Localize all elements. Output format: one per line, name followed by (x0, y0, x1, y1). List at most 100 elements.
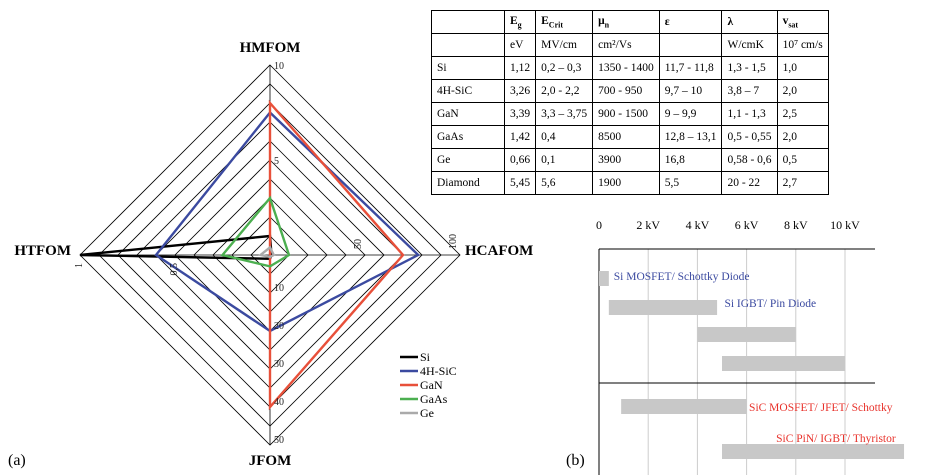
table-cell: 1,3 - 1,5 (721, 56, 778, 80)
tick-label-hcafom: 50 (353, 239, 364, 249)
series-ge-polygon (257, 245, 276, 259)
table-cell: 0,2 – 0,3 (535, 56, 594, 80)
table-cell: 0,1 (535, 148, 594, 172)
table-cell: 3,39 (503, 102, 537, 126)
radar-chart: 5 10 50 100 10 20 30 40 50 0,5 1 HMFOM HCAFOM JFOM… (14, 40, 533, 469)
table-units-corner (431, 33, 505, 57)
radar-series (79, 99, 421, 411)
x-tick-label: 10 kV (830, 218, 860, 232)
table-column-header: μn (592, 10, 660, 34)
table-cell: 900 - 1500 (592, 102, 660, 126)
voltage-bar-label: Si MOSFET/ Schottky Diode (614, 271, 750, 283)
table-unit-cell: 10⁷ cm/s (776, 33, 829, 57)
legend-label-4h-sic: 4H-SiC (420, 364, 457, 378)
legend-label-gaas: GaAs (420, 392, 448, 406)
axis-title-hmfom: HMFOM (240, 40, 301, 56)
table-corner-cell (431, 10, 505, 34)
table-cell: 3,8 – 7 (721, 79, 778, 103)
table-cell: 1,0 (776, 56, 829, 80)
table-row: Ge 0,66 0,1 3900 16,8 0,58 - 0,6 0,5 (431, 148, 829, 172)
tick-label-htfom: 1 (74, 263, 85, 268)
table-cell: 0,5 - 0,55 (721, 125, 778, 149)
table-unit-cell: W/cmK (721, 33, 778, 57)
table-row: 4H-SiC 3,26 2,0 - 2,2 700 - 950 9,7 – 10 3,8 … (431, 79, 829, 103)
tick-label-jfom: 20 (274, 321, 284, 332)
tick-label-jfom: 10 (274, 283, 284, 294)
material-properties-table: Eg ECrit μn ε λ vsat eV MV/cm cm²/Vs W/cmK 10⁷ cm… (431, 10, 829, 195)
table-unit-cell (658, 33, 723, 57)
table-unit-cell: cm²/Vs (592, 33, 660, 57)
tick-label-hmfom: 10 (274, 61, 284, 72)
voltage-bar-label: SiC PiN/ IGBT/ Thyristor (776, 433, 896, 445)
table-cell: 3,26 (503, 79, 537, 103)
table-cell: 3900 (592, 148, 660, 172)
table-unit-cell: MV/cm (535, 33, 594, 57)
table-row-label: Ge (431, 148, 505, 172)
table-column-header: ε (658, 10, 723, 34)
table-column-header: vsat (776, 10, 829, 34)
table-cell: 0,58 - 0,6 (721, 148, 778, 172)
table-cell: 1,42 (503, 125, 537, 149)
voltage-bar (608, 300, 718, 315)
axis-title-jfom: JFOM (249, 453, 292, 469)
table-column-header: Eg (503, 10, 537, 34)
axis-title-hcafom: HCAFOM (465, 243, 533, 259)
voltage-bar (722, 444, 905, 459)
table-cell: 5,6 (535, 171, 594, 195)
x-tick-label: 6 kV (735, 218, 759, 232)
table-cell: 2,5 (776, 102, 829, 126)
voltage-bar (599, 271, 609, 286)
table-cell: 11,7 - 11,8 (658, 56, 723, 80)
table-row-label: Si (431, 56, 505, 80)
x-tick-label: 8 kV (784, 218, 808, 232)
voltage-bar-label: Si IGBT/ Pin Diode (724, 298, 816, 310)
table-row: Diamond 5,45 5,6 1900 5,5 20 - 22 2,7 (431, 171, 829, 195)
table-cell: 1900 (592, 171, 660, 195)
tick-label-htfom: 0,5 (169, 263, 180, 276)
voltage-bar (621, 399, 747, 414)
tick-label-jfom: 50 (274, 435, 284, 446)
voltage-bar-label: SiC MOSFET/ JFET/ Schottky (749, 402, 893, 414)
table-cell: 1350 - 1400 (592, 56, 660, 80)
voltage-bar (697, 327, 796, 342)
table-column-header: λ (721, 10, 778, 34)
table-cell: 1,12 (503, 56, 537, 80)
table-body: Si 1,12 0,2 – 0,3 1350 - 1400 11,7 - 11,8 1,3… (431, 56, 829, 195)
x-tick-label: 4 kV (686, 218, 710, 232)
table-row-label: GaAs (431, 125, 505, 149)
table-cell: 8500 (592, 125, 660, 149)
table-cell: 3,3 – 3,75 (535, 102, 594, 126)
legend-label-si: Si (420, 350, 431, 364)
table-cell: 20 - 22 (721, 171, 778, 195)
x-tick-label: 0 (596, 218, 602, 232)
voltage-bar (722, 356, 845, 371)
table-cell: 700 - 950 (592, 79, 660, 103)
table-cell: 12,8 – 13,1 (658, 125, 723, 149)
legend-label-ge: Ge (420, 406, 434, 420)
panel-label-b: (b) (566, 452, 585, 469)
table-cell: 16,8 (658, 148, 723, 172)
table-cell: 2,7 (776, 171, 829, 195)
panel-label-a: (a) (8, 452, 26, 469)
tick-label-jfom: 30 (274, 359, 284, 370)
table-header-row: Eg ECrit μn ε λ vsat (431, 10, 829, 34)
table-cell: 2,0 (776, 125, 829, 149)
series-gaas-polygon (220, 195, 291, 268)
tick-label-jfom: 40 (274, 397, 284, 408)
table-cell: 2,0 - 2,2 (535, 79, 594, 103)
voltage-range-chart: 0 2 kV 4 kV 6 kV 8 kV 10 kV Si MOSFET/ Schottk… (596, 218, 905, 475)
table-row: Si 1,12 0,2 – 0,3 1350 - 1400 11,7 - 11,8 1,3… (431, 56, 829, 80)
table-cell: 5,5 (658, 171, 723, 195)
tick-label-hmfom: 5 (274, 156, 279, 167)
x-tick-label: 2 kV (636, 218, 660, 232)
table-cell: 9 – 9,9 (658, 102, 723, 126)
axis-title-htfom: HTFOM (14, 243, 71, 259)
table-column-header: ECrit (535, 10, 594, 34)
tick-label-hcafom: 100 (448, 234, 459, 249)
table-cell: 0,5 (776, 148, 829, 172)
table-row: GaAs 1,42 0,4 8500 12,8 – 13,1 0,5 - 0,55 2,0 (431, 125, 829, 149)
series-gan-polygon (268, 99, 405, 411)
table-row-label: GaN (431, 102, 505, 126)
table-row: GaN 3,39 3,3 – 3,75 900 - 1500 9 – 9,9 1,1 - … (431, 102, 829, 126)
